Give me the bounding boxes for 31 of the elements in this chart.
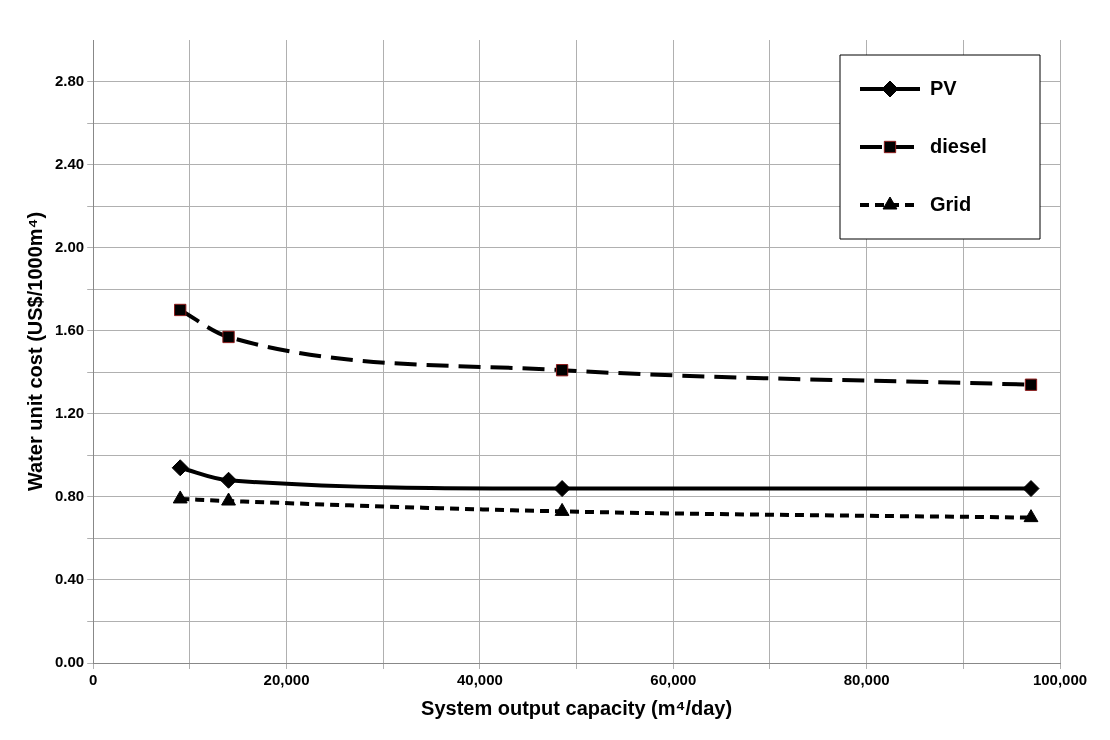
y-tick-label: 2.00 — [54, 237, 85, 255]
point — [222, 330, 235, 344]
point — [174, 303, 187, 317]
point — [172, 490, 188, 504]
y-tick-label: 1.20 — [54, 403, 85, 421]
point — [220, 471, 238, 489]
y-tick-label: 0.80 — [54, 487, 85, 505]
x-tick-label: 100,000 — [1032, 671, 1088, 689]
legend-label: Grid — [930, 192, 972, 215]
point — [1023, 509, 1039, 523]
x-tick-label: 40,000 — [456, 671, 503, 689]
point — [1024, 378, 1038, 391]
x-tick-label: 20,000 — [263, 671, 310, 689]
point — [553, 480, 571, 498]
y-tick-label: 0.00 — [54, 653, 85, 671]
x-tick-label: 60,000 — [650, 671, 697, 689]
legend-label: diesel — [930, 134, 987, 157]
x-tick-label: 80,000 — [843, 671, 890, 689]
x-axis-title: System output capacity (m⁴/day) — [421, 696, 733, 719]
y-tick-label: 1.60 — [54, 320, 85, 338]
y-tick-label: 2.40 — [54, 154, 85, 172]
point — [555, 364, 569, 377]
point — [554, 502, 570, 516]
x-tick-label: 0 — [89, 671, 98, 689]
legend-label: PV — [930, 76, 958, 99]
y-tick-label: 2.80 — [54, 71, 85, 89]
point — [1022, 480, 1040, 498]
point — [171, 459, 189, 477]
point — [221, 492, 236, 506]
y-axis-title: Water unit cost (US$/1000m⁴) — [23, 211, 46, 492]
y-tick-label: 0.40 — [54, 570, 85, 588]
